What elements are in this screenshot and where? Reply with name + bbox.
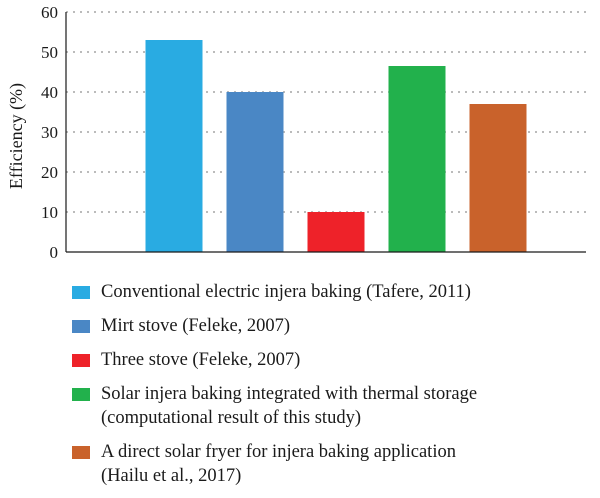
legend-label: Three stove (Feleke, 2007) <box>101 350 301 370</box>
y-tick-label: 0 <box>50 243 59 262</box>
legend-label: Solar injera baking integrated with ther… <box>101 384 478 428</box>
y-tick-label: 20 <box>41 163 58 182</box>
legend-label: Mirt stove (Feleke, 2007) <box>101 316 291 336</box>
bar-3 <box>307 212 365 252</box>
legend-label: Conventional electric injera baking (Taf… <box>101 282 471 302</box>
y-tick-label: 30 <box>41 123 58 142</box>
bar-5 <box>469 104 527 252</box>
y-tick-label: 10 <box>41 203 58 222</box>
legend-swatch <box>72 446 90 459</box>
legend-swatch <box>72 388 90 401</box>
legend-swatch <box>72 354 90 367</box>
bar-1 <box>145 40 203 252</box>
legend-item: Solar injera baking integrated with ther… <box>72 382 592 430</box>
axes: 0 10 20 30 40 50 60 <box>41 3 586 262</box>
legend-swatch <box>72 286 90 299</box>
bars <box>145 40 527 252</box>
legend-item: Mirt stove (Feleke, 2007) <box>72 314 592 338</box>
legend-item: Three stove (Feleke, 2007) <box>72 348 592 372</box>
bar-4 <box>388 66 446 252</box>
efficiency-bar-chart: 0 10 20 30 40 50 60 Efficiency (%) <box>6 3 586 262</box>
legend: Conventional electric injera baking (Taf… <box>72 280 592 498</box>
bar-2 <box>226 92 284 252</box>
y-tick-label: 50 <box>41 43 58 62</box>
legend-item: Conventional electric injera baking (Taf… <box>72 280 592 304</box>
legend-item: A direct solar fryer for injera baking a… <box>72 440 592 488</box>
y-axis-title: Efficiency (%) <box>6 83 27 189</box>
y-tick-label: 60 <box>41 3 58 22</box>
legend-label: A direct solar fryer for injera baking a… <box>101 442 456 486</box>
legend-swatch <box>72 320 90 333</box>
y-tick-label: 40 <box>41 83 58 102</box>
